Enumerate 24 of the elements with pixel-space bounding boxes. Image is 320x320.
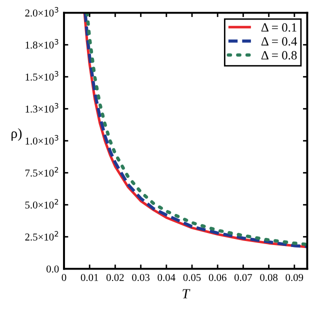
- x-tick-label: 0.09: [286, 274, 304, 282]
- x-tick-label: 0.03: [132, 274, 150, 282]
- x-tick-label: 0.05: [183, 274, 201, 282]
- y-tick-label: 7.5×10$^{2}$: [25, 167, 58, 177]
- y-tick-label: 5.0×10$^{2}$: [25, 199, 58, 209]
- x-tick-label: 0.08: [260, 274, 278, 282]
- x-tick-label: 0: [62, 274, 66, 281]
- legend-label: Δ = 0.1: [261, 23, 296, 32]
- x-tick-label: 0.06: [208, 274, 226, 282]
- y-tick-label: 2.5×10$^{2}$: [25, 231, 58, 241]
- x-tick-label: 0.01: [80, 274, 98, 282]
- x-tick-label: 0.07: [234, 274, 252, 282]
- x-tick-label: 0.02: [106, 274, 124, 282]
- y-axis-title: ρ): [12, 128, 22, 141]
- y-tick-label: 1.3×10$^{3}$: [26, 103, 58, 113]
- x-tick-label: 0.04: [158, 274, 176, 282]
- y-tick-label: 2.0×10$^{3}$: [25, 7, 58, 17]
- y-tick-label: 1.0×10$^{3}$: [26, 135, 58, 145]
- legend-label: Δ = 0.8: [261, 51, 297, 60]
- y-tick-label: 1.5×10$^{3}$: [26, 71, 58, 81]
- legend-label: Δ = 0.4: [261, 37, 298, 46]
- x-axis-title: T: [182, 289, 190, 298]
- y-tick-label: 0.0: [46, 265, 59, 273]
- y-tick-label: 1.8×10$^{3}$: [26, 39, 58, 49]
